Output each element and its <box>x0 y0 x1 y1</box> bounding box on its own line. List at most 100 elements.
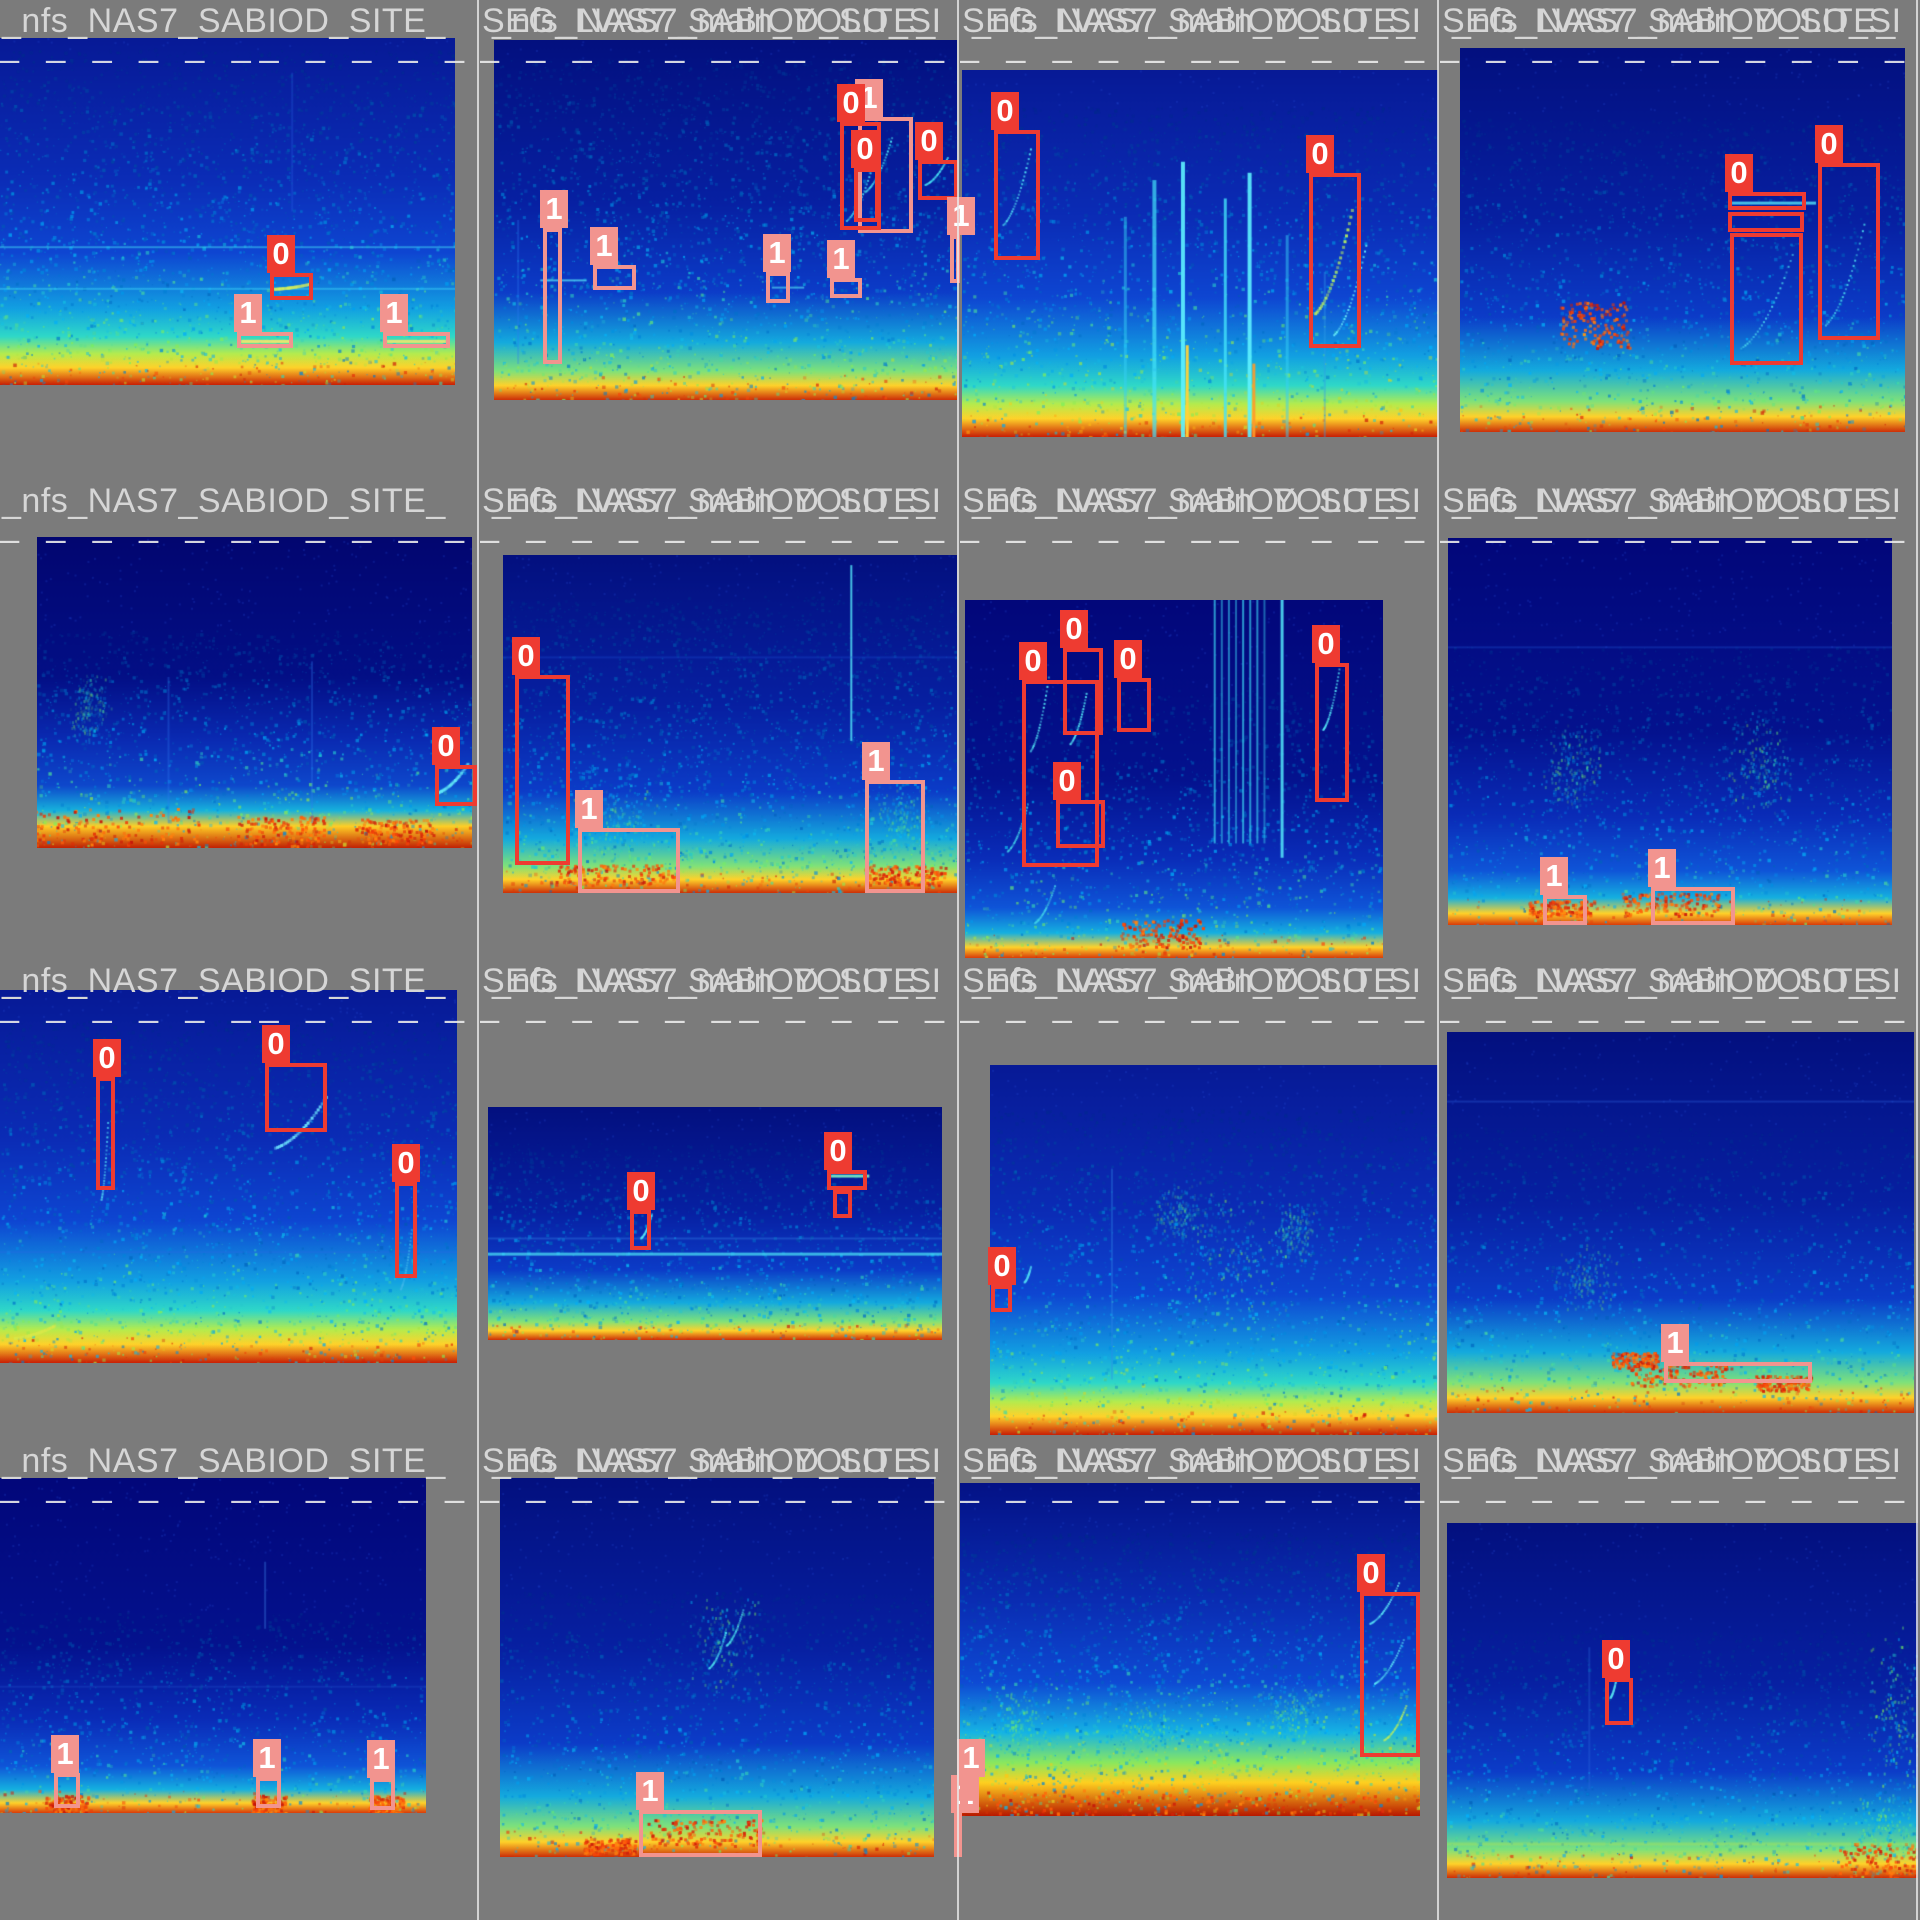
cell-title: _nfs_NAS7_SABIOD_SITE_ <box>2 1442 446 1481</box>
spectrogram-image <box>488 1107 942 1340</box>
detection-bbox-class0 <box>395 1182 417 1278</box>
title-underscores: _ _ _ _ _ __ _ _ _ _ _ <box>960 26 1439 65</box>
cell-titlebar: SEG_LVAS7_main_YOLO_SI _nfs_NAS7_SABIOD_S… <box>960 480 1439 554</box>
detection-bbox-class1 <box>256 1777 281 1808</box>
detection-bbox-class0 <box>96 1077 115 1190</box>
grid-divider <box>1916 0 1918 1920</box>
cell-title-overlay: _nfs_NAS7_SABIOD_SITE_ <box>492 482 936 521</box>
detection-label: 0 <box>1357 1554 1385 1592</box>
detection-label: 1 <box>862 742 890 780</box>
cell-title: SEG_LVAS7_main_YOLO_SI <box>962 2 1422 41</box>
cell-title: _nfs_NAS7_SABIOD_SITE_ <box>2 482 446 521</box>
detection-label: 0 <box>1312 625 1340 663</box>
spectrogram-cell-r1c3: SEG_LVAS7_main_YOLO_SI _nfs_NAS7_SABIOD_S… <box>1440 480 1920 960</box>
detection-label: 0 <box>262 1025 290 1063</box>
detection-bbox-class0 <box>1818 163 1880 340</box>
detection-bbox-class1 <box>237 332 293 348</box>
detection-bbox-class0 <box>833 1190 852 1218</box>
detection-label: 0 <box>392 1144 420 1182</box>
cell-title: SEG_LVAS7_main_YOLO_SI <box>482 962 942 1001</box>
detection-label: 0 <box>1602 1640 1630 1678</box>
detection-label: 0 <box>851 130 879 168</box>
detection-label: 1 <box>1648 849 1676 887</box>
spectrogram-image <box>960 1483 1420 1816</box>
detection-bbox-class0 <box>827 1170 867 1190</box>
detection-bbox-class1 <box>543 228 562 364</box>
detection-bbox-class1 <box>370 1778 395 1810</box>
spectrogram-cell-r0c2: SEG_LVAS7_main_YOLO_SI _nfs_NAS7_SABIOD_S… <box>960 0 1440 480</box>
detection-label: 1 <box>636 1772 664 1810</box>
title-underscores: _ _ _ _ _ __ _ _ _ _ _ <box>960 986 1439 1025</box>
cell-titlebar: SEG_LVAS7_main_YOLO_SI _nfs_NAS7_SABIOD_S… <box>480 960 959 1034</box>
cell-title-overlay: _nfs_NAS7_SABIOD_SITE_ <box>972 2 1416 41</box>
detection-label: 0 <box>1306 135 1334 173</box>
cell-title-overlay: _nfs_NAS7_SABIOD_SITE_ <box>972 482 1416 521</box>
detection-label: 1 <box>380 294 408 332</box>
detection-label: 1 <box>51 1735 79 1773</box>
detection-label: 1 <box>1540 857 1568 895</box>
cell-titlebar: SEG_LVAS7_main_YOLO_SI _nfs_NAS7_SABIOD_S… <box>960 0 1439 74</box>
spectrogram-cell-r0c1: SEG_LVAS7_main_YOLO_SI _nfs_NAS7_SABIOD_S… <box>480 0 960 480</box>
detection-label: 0 <box>267 235 295 273</box>
spectrogram-cell-r2c1: SEG_LVAS7_main_YOLO_SI _nfs_NAS7_SABIOD_S… <box>480 960 960 1440</box>
cell-title-overlay: _nfs_NAS7_SABIOD_SITE_ <box>1452 482 1896 521</box>
spectrogram-cell-r3c2: SEG_LVAS7_main_YOLO_SI _nfs_NAS7_SABIOD_S… <box>960 1440 1440 1920</box>
spectrogram-cell-r1c2: SEG_LVAS7_main_YOLO_SI _nfs_NAS7_SABIOD_S… <box>960 480 1440 960</box>
detection-label: 0 <box>824 1132 852 1170</box>
detection-bbox-class0 <box>1315 663 1349 802</box>
cell-title-overlay: _nfs_NAS7_SABIOD_SITE_ <box>1452 1442 1896 1481</box>
detection-bbox-class0 <box>1117 678 1151 732</box>
detection-bbox-class1 <box>578 828 680 893</box>
detection-label: 1 <box>253 1739 281 1777</box>
spectrogram-cell-r2c3: SEG_LVAS7_main_YOLO_SI _nfs_NAS7_SABIOD_S… <box>1440 960 1920 1440</box>
title-underscores: _ _ _ _ _ __ _ _ _ _ _ <box>480 986 959 1025</box>
detection-bbox-class0 <box>1056 800 1105 848</box>
spectrogram-image <box>37 537 472 848</box>
spectrogram-cell-r2c2: SEG_LVAS7_main_YOLO_SI _nfs_NAS7_SABIOD_S… <box>960 960 1440 1440</box>
spectrogram-image <box>990 1065 1438 1435</box>
spectrogram-image <box>0 990 457 1363</box>
detection-label: 0 <box>627 1172 655 1210</box>
detection-label: 0 <box>1053 762 1081 800</box>
cell-title-overlay: _nfs_NAS7_SABIOD_SITE_ <box>492 962 936 1001</box>
detection-bbox-class0 <box>1360 1592 1420 1757</box>
detection-bbox-class1 <box>766 272 790 303</box>
cell-title-overlay: _nfs_NAS7_SABIOD_SITE_ <box>1452 2 1896 41</box>
grid-divider <box>1437 0 1439 1920</box>
detection-bbox-class1 <box>639 1810 762 1857</box>
detection-label: 1 <box>590 227 618 265</box>
detection-label: 0 <box>1060 610 1088 648</box>
detection-bbox-class0 <box>265 1063 327 1132</box>
spectrogram-cell-r1c1: SEG_LVAS7_main_YOLO_SI _nfs_NAS7_SABIOD_S… <box>480 480 960 960</box>
detection-bbox-class0 <box>918 160 958 200</box>
detection-label: 0 <box>1725 154 1753 192</box>
cell-title: SEG_LVAS7_main_YOLO_SI <box>1442 2 1902 41</box>
detection-bbox-class0 <box>1728 212 1804 232</box>
detection-label: 0 <box>93 1039 121 1077</box>
detection-bbox-class0 <box>1605 1678 1633 1725</box>
detection-label: 0 <box>1019 642 1047 680</box>
cell-titlebar: SEG_LVAS7_main_YOLO_SI _nfs_NAS7_SABIOD_S… <box>1440 1440 1919 1514</box>
detection-label: 0 <box>1815 125 1843 163</box>
detection-bbox-class1 <box>830 278 862 298</box>
spectrogram-mosaic: _nfs_NAS7_SABIOD_SITE_ _ _ _ _ _ __ _ _ _… <box>0 0 1920 1920</box>
detection-label: 0 <box>988 1247 1016 1285</box>
spectrogram-image <box>500 1478 934 1857</box>
cell-title: SEG_LVAS7_main_YOLO_SI <box>1442 962 1902 1001</box>
detection-label: 1 <box>575 790 603 828</box>
detection-label: 0 <box>991 92 1019 130</box>
cell-title: _nfs_NAS7_SABIOD_SITE_ <box>2 2 446 41</box>
detection-label: 1 <box>947 197 975 235</box>
cell-title-overlay: _nfs_NAS7_SABIOD_SITE_ <box>1452 962 1896 1001</box>
detection-bbox-class1 <box>865 780 925 893</box>
detection-label: 1 <box>827 240 855 278</box>
detection-bbox-class1 <box>54 1773 80 1808</box>
title-underscores: _ _ _ _ _ __ _ _ _ _ _ <box>960 506 1439 545</box>
detection-label: 1 <box>367 1740 395 1778</box>
cell-title: SEG_LVAS7_main_YOLO_SI <box>1442 1442 1902 1481</box>
spectrogram-cell-r3c3: SEG_LVAS7_main_YOLO_SI _nfs_NAS7_SABIOD_S… <box>1440 1440 1920 1920</box>
detection-label: 0 <box>837 84 865 122</box>
spectrogram-image <box>1447 1523 1918 1878</box>
title-underscores: _ _ _ _ _ __ _ _ _ _ _ <box>1440 986 1919 1025</box>
cell-titlebar: SEG_LVAS7_main_YOLO_SI _nfs_NAS7_SABIOD_S… <box>960 960 1439 1034</box>
